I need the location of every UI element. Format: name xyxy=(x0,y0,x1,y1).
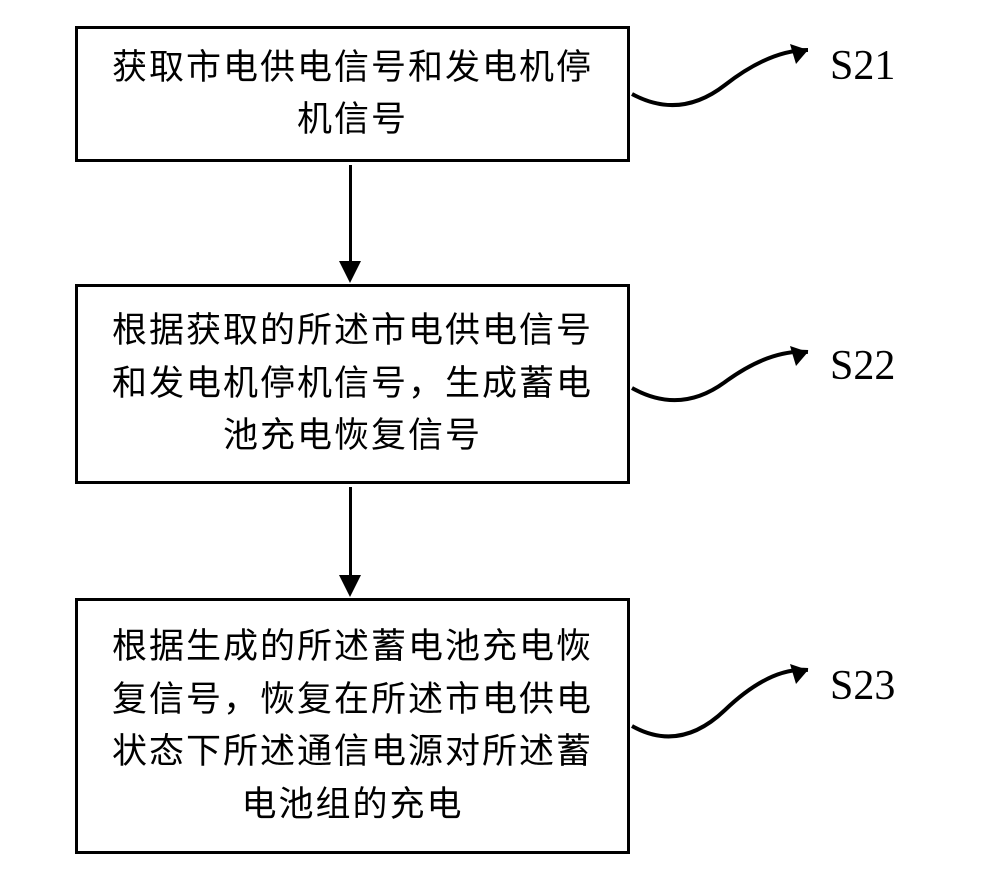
connector-curve-2 xyxy=(630,330,830,430)
connector-curve-3 xyxy=(630,648,830,758)
flowchart-container: 获取市电供电信号和发电机停机信号 S21 根据获取的所述市电供电信号和发电机停机… xyxy=(0,0,1000,884)
step-label-s23: S23 xyxy=(830,662,895,710)
flow-step-2: 根据获取的所述市电供电信号和发电机停机信号，生成蓄电池充电恢复信号 xyxy=(75,284,630,484)
flow-step-1: 获取市电供电信号和发电机停机信号 xyxy=(75,26,630,162)
step-label-s21: S21 xyxy=(830,42,895,90)
flow-step-1-text: 获取市电供电信号和发电机停机信号 xyxy=(102,42,603,147)
step-label-s22: S22 xyxy=(830,342,895,390)
flow-step-3: 根据生成的所述蓄电池充电恢复信号，恢复在所述市电供电状态下所述通信电源对所述蓄电… xyxy=(75,598,630,854)
flow-step-2-text: 根据获取的所述市电供电信号和发电机停机信号，生成蓄电池充电恢复信号 xyxy=(102,305,603,463)
connector-curve-1 xyxy=(630,30,830,130)
flow-step-3-text: 根据生成的所述蓄电池充电恢复信号，恢复在所述市电供电状态下所述通信电源对所述蓄电… xyxy=(102,621,603,831)
